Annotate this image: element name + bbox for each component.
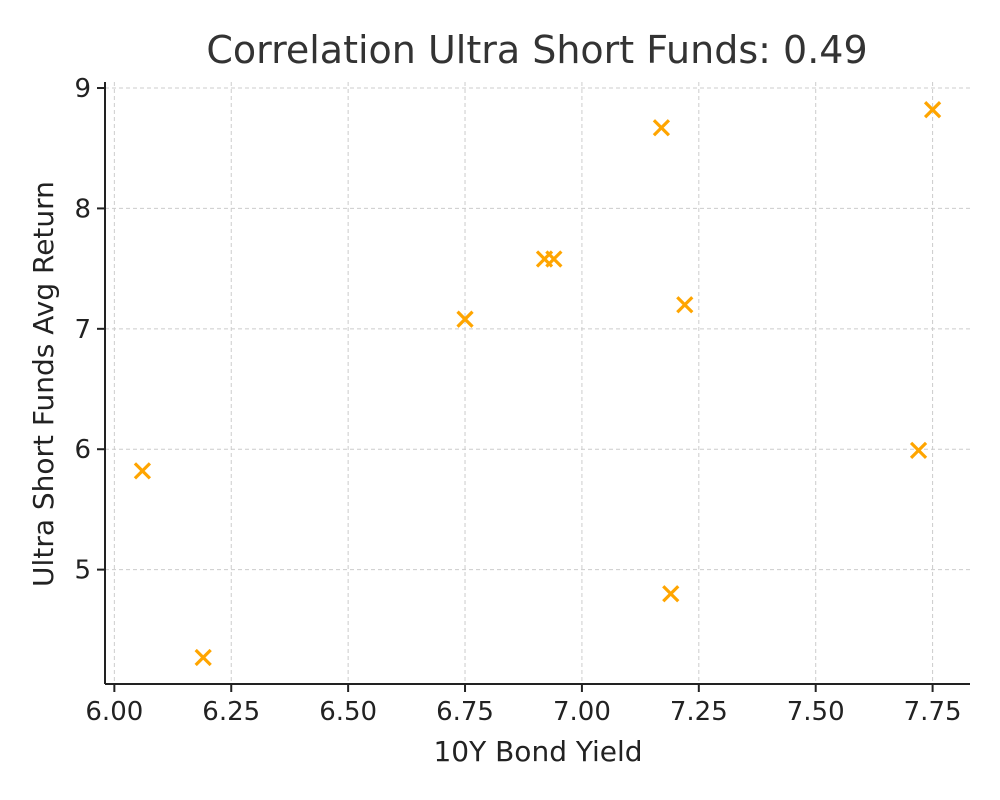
data-point bbox=[194, 648, 212, 667]
data-point bbox=[652, 119, 671, 137]
data-point bbox=[676, 296, 694, 314]
x-tick-label: 6.50 bbox=[319, 697, 377, 727]
x-tick-label: 7.50 bbox=[787, 697, 845, 727]
data-point bbox=[909, 441, 928, 460]
x-axis-ticks: 6.00 6.25 6.50 6.75 7.00 7.25 7.50 7.75 bbox=[85, 684, 962, 727]
axes-spines bbox=[104, 82, 970, 685]
data-point bbox=[545, 250, 563, 268]
x-axis-label: 10Y Bond Yield bbox=[433, 735, 642, 768]
x-tick-label: 7.25 bbox=[670, 697, 728, 727]
y-tick-label: 6 bbox=[74, 435, 91, 465]
data-point bbox=[133, 462, 152, 480]
x-tick-label: 6.25 bbox=[202, 697, 260, 727]
data-points bbox=[133, 101, 942, 667]
chart-title: Correlation Ultra Short Funds: 0.49 bbox=[206, 28, 867, 72]
y-tick-label: 5 bbox=[74, 556, 91, 586]
data-point bbox=[456, 310, 474, 328]
data-point bbox=[662, 585, 680, 603]
y-tick-label: 8 bbox=[74, 194, 91, 224]
y-axis-ticks: 5 6 7 8 9 bbox=[74, 74, 105, 586]
data-point bbox=[923, 101, 942, 119]
x-tick-label: 7.00 bbox=[553, 697, 611, 727]
x-tick-label: 7.75 bbox=[904, 697, 962, 727]
y-axis-label: Ultra Short Funds Avg Return bbox=[27, 181, 60, 587]
x-tick-label: 6.00 bbox=[85, 697, 143, 727]
y-tick-label: 9 bbox=[74, 74, 91, 104]
grid bbox=[105, 82, 970, 684]
x-tick-label: 6.75 bbox=[436, 697, 494, 727]
y-tick-label: 7 bbox=[74, 315, 91, 345]
